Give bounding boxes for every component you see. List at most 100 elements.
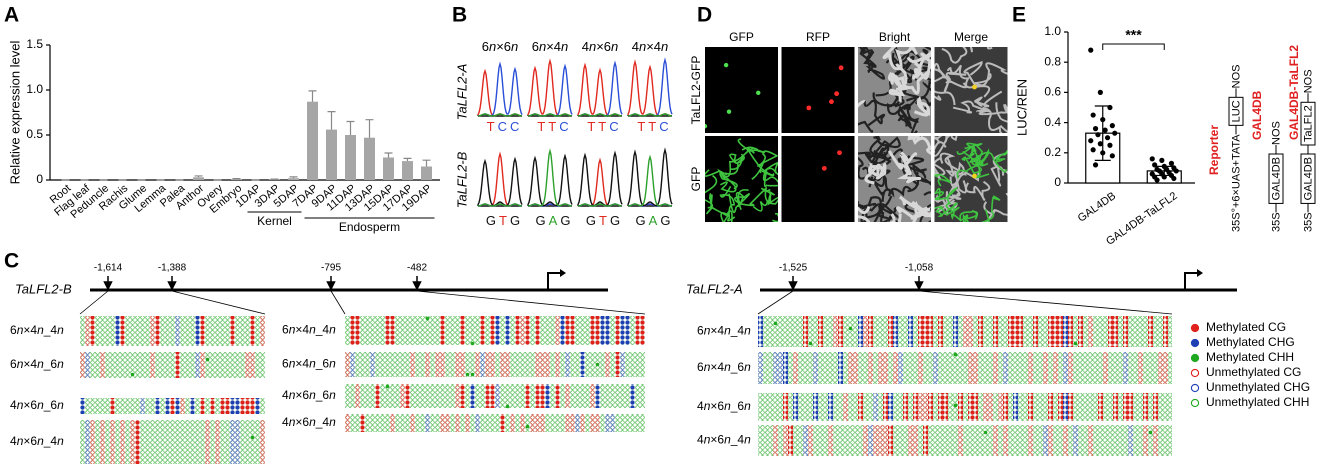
rfp-spot xyxy=(806,105,812,111)
methylation-col xyxy=(1028,352,1033,384)
data-point xyxy=(1090,147,1096,153)
methylation-col xyxy=(923,316,928,347)
methylation-col xyxy=(1003,425,1008,456)
legend-label: Unmethylated CHG xyxy=(1206,380,1310,394)
methylation-col xyxy=(475,414,480,432)
row-label: 6n×4n_6n xyxy=(282,357,336,371)
cell-wall xyxy=(898,195,931,220)
zoom-line xyxy=(330,290,346,315)
trace xyxy=(577,113,623,117)
panel-label: E xyxy=(1012,4,1026,27)
methylation-col xyxy=(1123,316,1128,347)
methylation-col xyxy=(440,352,445,377)
methylation-col xyxy=(505,352,510,377)
micrograph xyxy=(858,47,931,133)
methylation-col xyxy=(460,316,465,345)
data-point xyxy=(1097,141,1103,147)
legend-label: Unmethylated CG xyxy=(1206,365,1301,379)
row-label: 4n×6n_6n xyxy=(10,398,64,412)
methylation-col xyxy=(1163,352,1168,384)
cell-wall xyxy=(882,47,908,85)
rfp-spot xyxy=(837,150,842,156)
bar xyxy=(383,157,394,180)
cell-wall xyxy=(913,57,931,80)
cell-wall xyxy=(728,189,751,214)
cell-wall xyxy=(887,88,911,115)
methylation-col xyxy=(85,316,90,346)
zoom-line xyxy=(171,290,266,315)
cell-wall xyxy=(934,173,952,187)
methylation-col xyxy=(595,414,600,432)
methylation-col xyxy=(465,414,470,432)
construct-part: LUC xyxy=(1230,100,1242,122)
chh-dot xyxy=(505,404,510,409)
methylation-col xyxy=(110,420,115,464)
methylation-col xyxy=(195,316,200,346)
cell-wall xyxy=(975,151,1007,173)
methylation-col xyxy=(470,384,475,408)
chh-dot xyxy=(953,403,958,408)
micrograph xyxy=(934,136,1008,222)
data-point xyxy=(1100,150,1106,156)
methylation-col xyxy=(535,352,540,377)
methylation-col xyxy=(200,316,205,346)
micrograph xyxy=(705,136,778,222)
methylation-col xyxy=(1063,393,1068,421)
cell-wall xyxy=(711,207,733,222)
y-tick-label: 0 xyxy=(1054,175,1061,189)
cell-wall xyxy=(943,71,967,93)
methylation-col xyxy=(410,352,415,377)
chh-dot xyxy=(808,341,813,346)
cell-wall xyxy=(859,47,866,54)
bar xyxy=(364,137,375,180)
data-point xyxy=(1107,104,1113,111)
error-bar xyxy=(327,111,336,130)
methylation-col xyxy=(170,398,175,414)
construct-label: GFP xyxy=(689,167,703,192)
methylation-col xyxy=(903,393,908,421)
methylation-col xyxy=(1013,316,1018,347)
cell-wall xyxy=(907,136,931,155)
methylation-col xyxy=(998,393,1003,421)
row-label: 4n×6n_4n xyxy=(10,434,64,448)
bar xyxy=(193,177,204,180)
construct-label: TaLFL2-GFP xyxy=(689,56,703,125)
chh-dot xyxy=(465,372,470,377)
cell-wall xyxy=(719,172,738,193)
construct-name: Reporter xyxy=(1207,125,1221,175)
methylation-col xyxy=(883,393,888,421)
chh-dot xyxy=(773,321,778,326)
y-tick-label: 1.0 xyxy=(1044,24,1061,38)
construct-name: GAL4DB-TaLFL2 xyxy=(1287,45,1301,140)
construct-part: GAL4DB xyxy=(1302,157,1314,200)
methylation-col xyxy=(938,393,943,421)
methylation-col xyxy=(600,316,605,345)
chh-dot xyxy=(425,316,430,321)
methylation-col xyxy=(1058,393,1063,421)
methylation-bg xyxy=(80,316,265,346)
methylation-col xyxy=(555,352,560,377)
cell-wall xyxy=(939,152,960,177)
methylation-col xyxy=(1043,352,1048,384)
legend-dot xyxy=(1190,338,1200,348)
methylation-col xyxy=(1048,425,1053,456)
methylation-col xyxy=(555,316,560,345)
methylation-col xyxy=(1003,352,1008,384)
methylation-col xyxy=(1018,316,1023,347)
cell-wall xyxy=(904,202,931,222)
methylation-col xyxy=(1008,316,1013,347)
methylation-col xyxy=(958,425,963,456)
methylation-col xyxy=(773,425,778,456)
cross-label: 6n×4n xyxy=(532,39,569,54)
cell-wall xyxy=(934,90,956,106)
methylation-col xyxy=(878,352,883,384)
micrograph xyxy=(781,136,855,222)
methylation-col xyxy=(580,352,585,377)
methylation-col xyxy=(175,398,180,414)
y-tick-label: 0.8 xyxy=(1044,54,1061,68)
methylation-col xyxy=(758,352,763,384)
methylation-col xyxy=(440,316,445,345)
